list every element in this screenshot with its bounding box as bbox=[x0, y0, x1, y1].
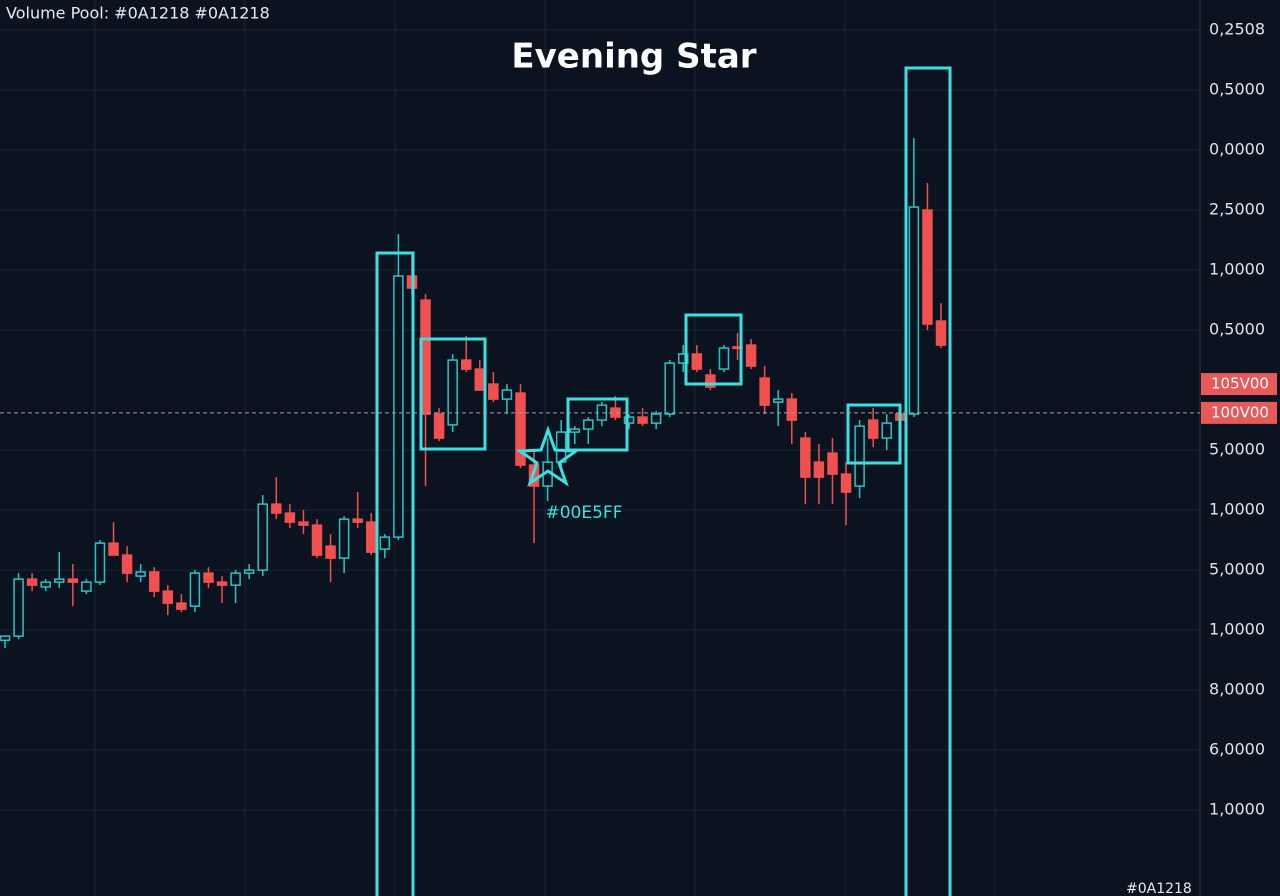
header-text: Volume Pool: #0A1218 #0A1218 bbox=[6, 4, 270, 23]
candle-body bbox=[257, 503, 268, 571]
candle-body bbox=[840, 473, 852, 493]
y-tick-label: 1,0000 bbox=[1209, 260, 1265, 279]
candle-body bbox=[216, 581, 228, 586]
y-tick-label: 0,5000 bbox=[1209, 80, 1265, 99]
highlight-box bbox=[684, 313, 743, 386]
candle-body bbox=[0, 635, 11, 642]
y-tick-label: 1,0000 bbox=[1209, 500, 1265, 519]
candle-body bbox=[745, 344, 757, 367]
candle-body bbox=[501, 389, 513, 400]
y-tick-label: 5,0000 bbox=[1209, 440, 1265, 459]
candle-body bbox=[867, 419, 879, 439]
y-tick-label: 2,5000 bbox=[1209, 200, 1265, 219]
candle-body bbox=[515, 392, 526, 466]
highlight-box bbox=[904, 66, 952, 896]
candle-body bbox=[854, 425, 865, 487]
price-tag-label: 100V00 bbox=[1211, 403, 1269, 421]
candle-body bbox=[827, 452, 838, 475]
footer-label: #0A1218 bbox=[1126, 881, 1192, 896]
candle-body bbox=[623, 416, 635, 424]
candle-body bbox=[583, 419, 594, 430]
candle-body bbox=[108, 542, 119, 556]
candle-body bbox=[94, 542, 106, 583]
candles bbox=[0, 138, 947, 649]
candle-body bbox=[366, 521, 377, 553]
candle-body bbox=[772, 398, 784, 403]
candle-body bbox=[664, 362, 675, 415]
candle-body bbox=[67, 578, 79, 583]
y-tick-label: 1,0000 bbox=[1209, 800, 1265, 819]
y-tick-label: 1,0000 bbox=[1209, 620, 1265, 639]
highlight-box bbox=[419, 337, 487, 451]
candle-body bbox=[488, 383, 499, 400]
candle-body bbox=[26, 578, 38, 586]
highlights bbox=[375, 66, 952, 896]
candle-body bbox=[54, 578, 65, 583]
candle-body bbox=[271, 503, 282, 514]
candle-body bbox=[230, 572, 241, 586]
candle-body bbox=[325, 545, 336, 559]
candle-body bbox=[718, 347, 730, 370]
candle-body bbox=[81, 581, 92, 592]
candle-body bbox=[13, 578, 24, 637]
candle-body bbox=[908, 206, 920, 415]
candle-body bbox=[189, 572, 201, 607]
candle-body bbox=[935, 320, 947, 346]
candle-body bbox=[474, 368, 486, 391]
price-tag bbox=[1201, 373, 1277, 396]
y-tick-label: 8,0000 bbox=[1209, 680, 1265, 699]
candle-body bbox=[298, 521, 309, 526]
candle-body bbox=[800, 437, 811, 478]
price-tag-label: 105V00 bbox=[1211, 375, 1269, 393]
price-tag bbox=[1201, 401, 1277, 424]
y-tick-label: 0,0000 bbox=[1209, 140, 1265, 159]
candle-body bbox=[121, 554, 133, 574]
candle-body bbox=[705, 374, 716, 388]
y-tick-label: 0,5000 bbox=[1209, 320, 1265, 339]
candle-body bbox=[148, 571, 160, 592]
candle-body bbox=[176, 602, 187, 610]
candle-body bbox=[447, 359, 458, 426]
candle-body bbox=[243, 569, 255, 574]
candle-body bbox=[40, 581, 51, 588]
y-tick-label: 6,0000 bbox=[1209, 740, 1265, 759]
candle-body bbox=[379, 536, 391, 550]
annotation: #00E5FF bbox=[546, 503, 623, 523]
candle-body bbox=[393, 275, 404, 538]
candle-body bbox=[569, 428, 580, 433]
candle-body bbox=[203, 572, 214, 583]
candle-body bbox=[637, 416, 648, 424]
candle-body bbox=[284, 512, 296, 523]
candle-body bbox=[881, 422, 892, 439]
candle-body bbox=[813, 461, 825, 478]
star-marker bbox=[515, 425, 581, 487]
candle-body bbox=[162, 590, 174, 604]
chart-title: Evening Star bbox=[511, 37, 756, 77]
candle-body bbox=[135, 571, 146, 577]
candle-body bbox=[433, 413, 445, 439]
candle-body bbox=[678, 353, 689, 364]
candle-body bbox=[352, 518, 363, 523]
candle-body bbox=[650, 413, 662, 424]
candle-body bbox=[786, 398, 798, 421]
candle-body bbox=[311, 524, 323, 556]
highlight-box bbox=[566, 397, 629, 452]
highlight-box bbox=[375, 251, 415, 896]
y-tick-label: 0,2508 bbox=[1209, 20, 1265, 39]
candle-body bbox=[759, 377, 770, 406]
candle-body bbox=[922, 209, 933, 325]
candle-body bbox=[691, 353, 703, 370]
y-tick-label: 5,0000 bbox=[1209, 560, 1265, 579]
candle-body bbox=[460, 359, 472, 370]
candle-body bbox=[338, 518, 350, 559]
highlight-box bbox=[846, 403, 902, 465]
